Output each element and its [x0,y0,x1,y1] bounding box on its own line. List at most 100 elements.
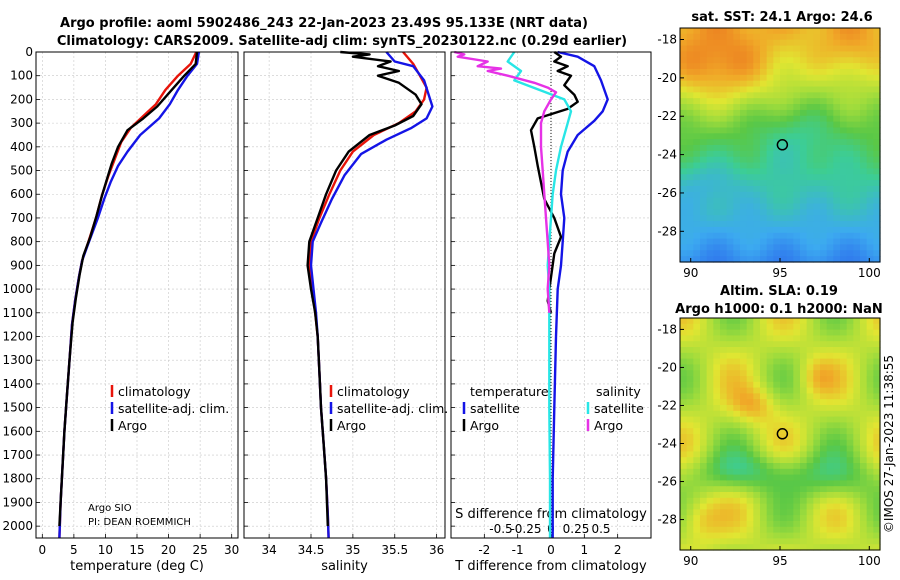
map-cell [706,451,714,458]
map-cell [860,197,868,205]
map-cell [833,463,841,470]
map-cell [686,150,694,158]
map-cell [780,98,788,105]
map-cell [680,381,688,389]
map-cell [686,521,694,528]
map-cell [773,115,781,123]
map-cell [740,503,748,510]
map-cell [680,323,688,331]
map-cell [680,180,688,187]
map-cell [700,63,708,70]
map-cell [833,492,841,499]
map-cell [846,86,854,93]
map-cell [846,197,854,205]
figure-title-line2: Climatology: CARS2009. Satellite-adj cli… [57,34,627,49]
map-cell [700,387,708,394]
map-cell [760,98,768,105]
map-cell [766,197,774,205]
map-cell [706,515,714,522]
map-cell [800,323,808,331]
map-cell [820,329,828,336]
map-cell [846,358,854,365]
map-cell [853,256,861,263]
map-cell [773,109,781,117]
map-cell [713,422,721,429]
y-tick-label: 300 [10,116,33,130]
map-cell [793,156,801,164]
map-cell [793,145,801,152]
map-cell [800,139,808,146]
map-cell [726,86,734,93]
map-cell [773,532,781,539]
map-cell [860,238,868,246]
map-cell [706,33,714,41]
map-cell [853,133,861,140]
map-cell [813,434,821,441]
map-cell [733,544,741,551]
map-cell [820,416,828,423]
map-cell [826,256,834,263]
map-cell [820,127,828,134]
map-cell [700,428,708,435]
y-tick-label: 1400 [2,377,33,391]
map-cell [813,209,821,216]
map-cell [760,145,768,152]
map-cell [833,226,841,234]
map-cell [760,232,768,240]
map-cell [680,68,688,76]
map-cell [840,63,848,70]
map-cell [766,463,774,470]
map-cell [726,428,734,435]
map-cell [746,451,754,458]
legend-label: Argo [470,418,499,433]
map-cell [686,74,694,82]
map-cell [780,474,788,481]
map-cell [800,109,808,117]
map-cell [786,74,794,82]
map-cell [746,347,754,354]
map-cell [680,405,688,412]
map-cell [866,115,874,123]
map-cell [873,133,881,140]
map-cell [760,468,768,476]
map-cell [793,74,801,82]
map-cell [806,139,814,146]
map-cell [873,347,881,354]
map-cell [686,509,694,516]
map-cell [733,329,741,336]
map-cell [840,416,848,423]
map-cell [853,341,861,348]
map-cell [826,215,834,222]
map-cell [786,376,794,383]
map-cell [760,532,768,539]
map-cell [826,109,834,117]
map-cell [813,457,821,464]
map-cell [786,457,794,464]
map-cell [713,509,721,516]
map-cell [786,63,794,70]
map-cell [700,74,708,82]
map-cell [866,486,874,493]
legend-label: satellite [470,401,520,416]
map-cell [766,515,774,522]
map-cell [700,497,708,505]
map-cell [840,323,848,331]
map-cell [680,410,688,418]
map-cell [820,376,828,383]
map-cell [733,468,741,476]
map-cell [833,538,841,545]
map-cell [726,370,734,377]
map-cell [873,445,881,452]
map-cell [806,457,814,464]
map-cell [826,381,834,389]
map-cell [726,39,734,47]
map-cell [680,486,688,493]
map-cell [806,68,814,76]
map-cell [746,532,754,539]
map-cell [700,33,708,41]
map-cell [780,335,788,342]
map-cell [686,221,694,228]
map-cell [740,232,748,240]
map-cell [846,323,854,331]
map-cell [753,115,761,123]
